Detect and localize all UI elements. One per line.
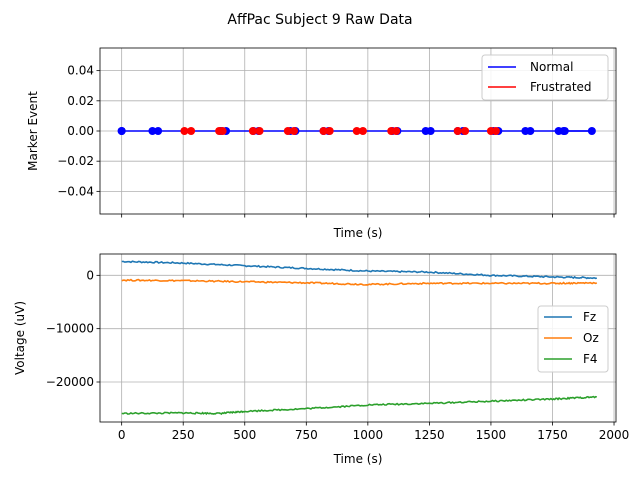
event-marker: [117, 127, 126, 135]
x-tick-label: 1000: [353, 428, 384, 442]
event-marker: [148, 127, 157, 135]
legend-normal-label: Normal: [530, 60, 573, 74]
marker-legend: Normal Frustrated: [481, 54, 609, 101]
event-marker: [526, 127, 535, 135]
y-tick-label: 0.00: [67, 124, 94, 138]
y-tick-label: 0.02: [67, 94, 94, 108]
event-marker: [218, 127, 227, 135]
event-marker: [560, 127, 569, 135]
event-marker: [248, 127, 257, 135]
event-marker: [283, 127, 292, 135]
y-tick-label: −0.04: [57, 184, 94, 198]
series-f4-line: [121, 395, 597, 416]
series-fz-line: [121, 260, 598, 280]
figure-title: AffPac Subject 9 Raw Data: [227, 12, 412, 28]
event-marker: [325, 127, 334, 135]
event-marker: [154, 127, 163, 135]
x-tick-label: 0: [118, 428, 126, 442]
legend-oz-label: Oz: [583, 331, 599, 345]
legend-fz-label: Fz: [583, 310, 596, 324]
event-marker: [392, 127, 401, 135]
marker-event-panel: 0.04 0.02 0.00 −0.02 −0.04 Time (s) Marker E…: [26, 47, 617, 240]
event-marker: [587, 127, 596, 135]
event-marker: [426, 127, 435, 135]
y-tick-label: −10000: [46, 322, 94, 336]
y-tick-label: 0.04: [67, 64, 94, 78]
voltage-x-axis-label: Time (s): [333, 452, 383, 466]
marker-x-axis-label: Time (s): [333, 226, 383, 240]
x-tick-label: 2000: [599, 428, 630, 442]
event-marker: [491, 127, 500, 135]
marker-y-axis-label: Marker Event: [26, 91, 40, 171]
y-tick-label: −0.02: [57, 154, 94, 168]
x-tick-label: 1500: [476, 428, 507, 442]
series-oz-line: [121, 278, 598, 286]
event-marker: [180, 127, 189, 135]
series-frustrated: [180, 127, 500, 135]
voltage-panel: 0 250 500 750 1000 1250 1500 1750 2000 0 −10000 −20…: [13, 253, 630, 466]
y-tick-label: −20000: [46, 375, 94, 389]
y-tick-label: 0: [86, 268, 94, 282]
legend-frustrated-label: Frustrated: [530, 80, 592, 94]
voltage-y-axis-label: Voltage (uV): [13, 301, 27, 375]
event-marker: [289, 127, 298, 135]
voltage-legend: Fz Oz F4: [537, 305, 609, 373]
x-tick-label: 1750: [537, 428, 568, 442]
x-tick-label: 250: [172, 428, 195, 442]
event-marker: [352, 127, 361, 135]
event-marker: [319, 127, 328, 135]
event-marker: [255, 127, 264, 135]
x-tick-label: 1250: [414, 428, 445, 442]
x-tick-label: 750: [295, 428, 318, 442]
x-tick-label: 500: [233, 428, 256, 442]
event-marker: [461, 127, 470, 135]
event-marker: [358, 127, 367, 135]
event-marker: [453, 127, 462, 135]
legend-f4-label: F4: [583, 352, 598, 366]
event-marker: [187, 127, 196, 135]
